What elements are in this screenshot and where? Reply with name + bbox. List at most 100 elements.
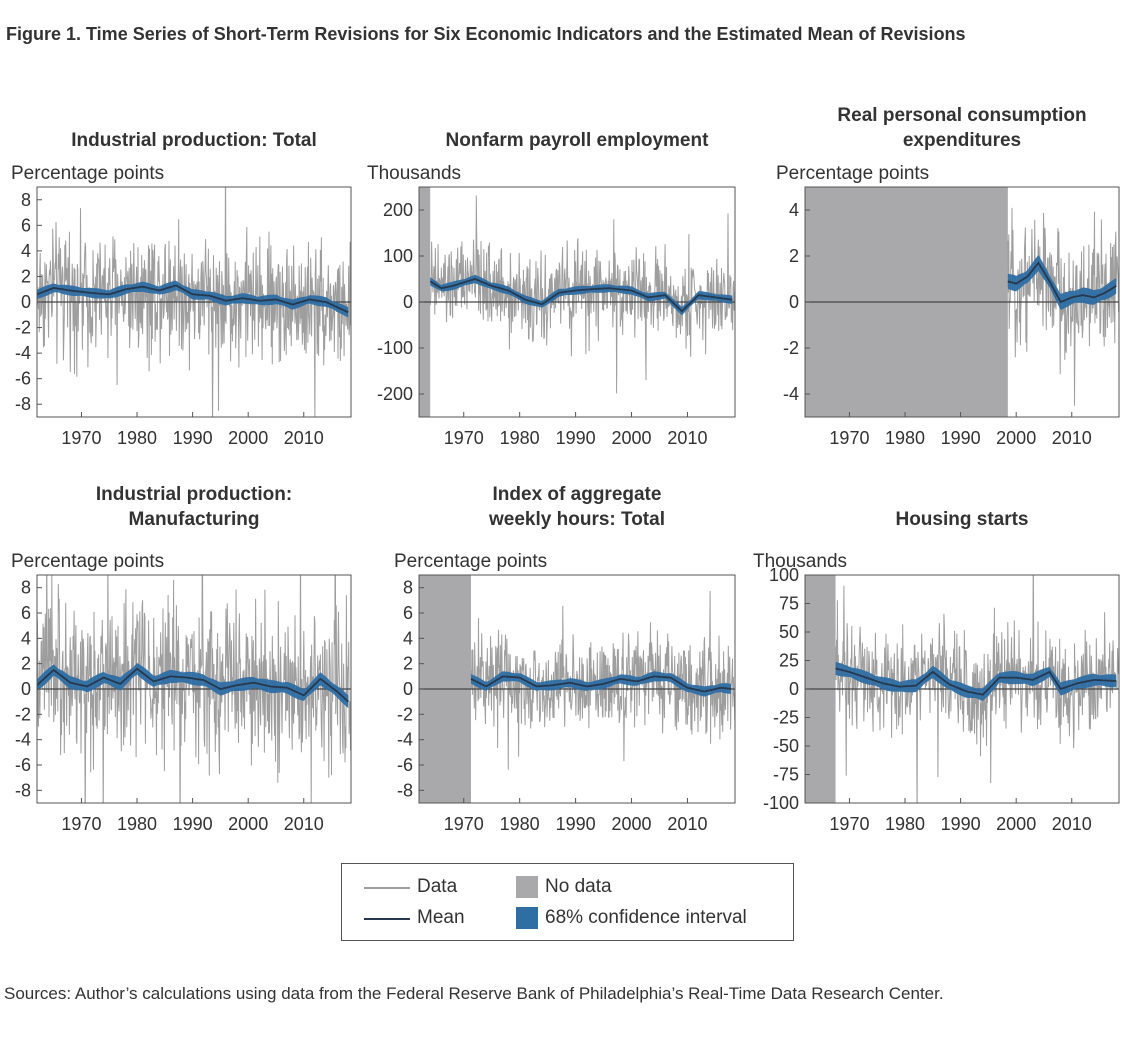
chart-title: Index of aggregate [493, 484, 662, 505]
y-tick-label: 50 [779, 622, 799, 642]
x-tick-label: 1970 [444, 814, 484, 834]
y-tick-label: -2 [783, 338, 799, 358]
y-tick-label: 4 [21, 241, 31, 261]
x-tick-label: 1970 [444, 428, 484, 448]
chart-panel-3: Real personal consumption expenditures Per… [776, 105, 1120, 448]
y-tick-label: -25 [773, 708, 799, 728]
x-tick-label: 2000 [228, 428, 268, 448]
data-series-line [470, 590, 735, 770]
y-tick-label: 4 [403, 628, 413, 648]
chart-title: Industrial production: [96, 484, 292, 505]
y-tick-label: -50 [773, 736, 799, 756]
mean-line [429, 278, 733, 313]
x-tick-label: 1970 [829, 428, 869, 448]
chart-panel-5: Index of aggregate weekly hours: Total Per… [394, 484, 736, 834]
legend-ci-label: 68% confidence interval [545, 907, 747, 928]
y-tick-label: 0 [403, 292, 413, 312]
y-tick-label: -2 [15, 704, 31, 724]
data-series-line [429, 195, 735, 394]
y-tick-label: -4 [397, 730, 413, 750]
legend-data-label: Data [417, 876, 458, 897]
y-tick-label: 8 [21, 578, 31, 598]
x-tick-label: 1990 [556, 428, 596, 448]
x-tick-label: 1990 [173, 814, 213, 834]
plot-area [805, 187, 1119, 417]
x-tick-label: 2010 [1052, 814, 1092, 834]
y-tick-label: 2 [789, 246, 799, 266]
y-tick-label: -8 [15, 394, 31, 414]
y-tick-label: -6 [397, 755, 413, 775]
confidence-band [37, 663, 349, 708]
chart-title: Housing starts [895, 509, 1028, 530]
y-tick-label: -4 [15, 343, 31, 363]
x-tick-label: 1980 [117, 428, 157, 448]
legend-mean-label: Mean [417, 907, 465, 928]
y-tick-label: 4 [789, 200, 799, 220]
chart-title: Nonfarm payroll employment [446, 130, 710, 151]
mean-line [470, 675, 732, 693]
y-tick-label: -6 [15, 369, 31, 389]
chart-title: expenditures [903, 130, 1021, 151]
chart-panel-2: Nonfarm payroll employment Thousands -200 -… [367, 130, 736, 448]
y-tick-label: -2 [15, 318, 31, 338]
mean-line [37, 284, 349, 314]
y-tick-label: 8 [403, 578, 413, 598]
y-tick-label: 2 [21, 654, 31, 674]
chart-panel-6: Housing starts Thousands -100 -75 -50 -25 0 25 5… [753, 509, 1120, 834]
y-tick-label: -75 [773, 765, 799, 785]
y-tick-label: 75 [779, 594, 799, 614]
y-tick-label: -6 [15, 755, 31, 775]
y-axis-label: Thousands [367, 163, 461, 184]
y-tick-label: 2 [403, 654, 413, 674]
x-tick-label: 1970 [829, 814, 869, 834]
y-axis-label: Percentage points [11, 551, 164, 572]
plot-area [37, 575, 351, 803]
y-tick-label: 0 [789, 679, 799, 699]
x-tick-label: 2010 [284, 814, 324, 834]
y-tick-label: 200 [383, 200, 413, 220]
x-tick-label: 1990 [941, 428, 981, 448]
legend-mean-line [364, 918, 410, 920]
x-tick-label: 2010 [284, 428, 324, 448]
x-tick-label: 1980 [500, 814, 540, 834]
chart-panel-1: Industrial production: Total Percentage p… [11, 130, 352, 448]
plot-area [419, 575, 735, 803]
data-series-line [37, 187, 351, 417]
legend: Data Mean No data 68% confidence interva… [341, 863, 794, 941]
chart-title: Manufacturing [129, 509, 260, 530]
y-tick-label: 8 [21, 190, 31, 210]
y-tick-label: 0 [21, 679, 31, 699]
mean-line [1007, 261, 1117, 304]
chart-title: Real personal consumption [837, 105, 1086, 126]
y-axis-label: Thousands [753, 551, 847, 572]
y-tick-label: -100 [377, 338, 413, 358]
source-note: Sources: Author’s calculations using dat… [4, 984, 944, 1003]
y-tick-label: 0 [403, 679, 413, 699]
y-tick-label: 2 [21, 266, 31, 286]
x-tick-label: 1990 [556, 814, 596, 834]
confidence-band [835, 662, 1117, 701]
x-tick-label: 2000 [612, 814, 652, 834]
plot-area [419, 187, 735, 417]
x-tick-label: 1980 [500, 428, 540, 448]
y-tick-label: 6 [21, 215, 31, 235]
y-axis-label: Percentage points [11, 163, 164, 184]
x-tick-label: 2000 [228, 814, 268, 834]
y-axis-label: Percentage points [776, 163, 929, 184]
mean-line [37, 667, 349, 703]
x-tick-label: 1970 [61, 814, 101, 834]
confidence-band [37, 280, 349, 318]
y-tick-label: 6 [403, 603, 413, 623]
x-tick-label: 2000 [996, 428, 1036, 448]
y-tick-label: -100 [763, 793, 799, 813]
x-tick-label: 1970 [61, 428, 101, 448]
y-tick-label: -200 [377, 384, 413, 404]
y-axis-label: Percentage points [394, 551, 547, 572]
x-tick-label: 1990 [173, 428, 213, 448]
y-tick-label: 0 [789, 292, 799, 312]
x-tick-label: 2010 [1052, 428, 1092, 448]
y-tick-label: -4 [15, 730, 31, 750]
legend-ci-swatch [516, 907, 538, 929]
plot-area [805, 575, 1119, 803]
